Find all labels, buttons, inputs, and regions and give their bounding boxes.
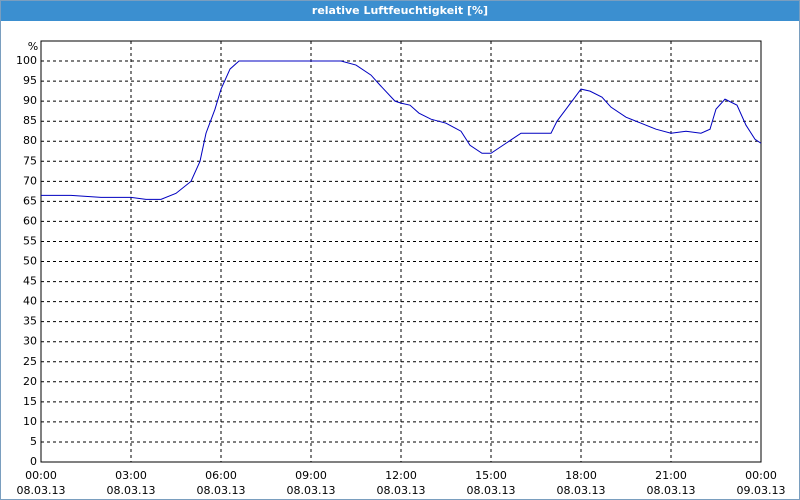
x-tick-label: 06:00 [205, 469, 237, 482]
x-tick-label: 15:00 [475, 469, 507, 482]
x-tick-date: 08.03.13 [287, 484, 336, 497]
y-tick-label: 0 [30, 455, 37, 468]
y-tick-label: 20 [23, 375, 37, 388]
y-tick-label: 85 [23, 114, 37, 127]
x-tick-label: 09:00 [295, 469, 327, 482]
y-tick-label: 5 [30, 435, 37, 448]
y-unit: % [28, 40, 38, 53]
x-tick-date: 08.03.13 [107, 484, 156, 497]
y-tick-label: 90 [23, 94, 37, 107]
x-tick-label: 12:00 [385, 469, 417, 482]
y-tick-label: 60 [23, 214, 37, 227]
title-bar: relative Luftfeuchtigkeit [%] [1, 1, 799, 21]
x-tick-date: 09.03.13 [737, 484, 786, 497]
y-tick-label: 30 [23, 335, 37, 348]
x-tick-label: 21:00 [655, 469, 687, 482]
x-tick-date: 08.03.13 [17, 484, 66, 497]
x-tick-label: 18:00 [565, 469, 597, 482]
x-tick-date: 08.03.13 [197, 484, 246, 497]
x-tick-date: 08.03.13 [557, 484, 606, 497]
y-tick-label: 40 [23, 295, 37, 308]
y-tick-label: 35 [23, 315, 37, 328]
x-tick-date: 08.03.13 [647, 484, 696, 497]
x-tick-date: 08.03.13 [377, 484, 426, 497]
y-tick-label: 10 [23, 415, 37, 428]
y-tick-label: 50 [23, 255, 37, 268]
chart-title: relative Luftfeuchtigkeit [%] [311, 4, 489, 17]
y-tick-label: 80 [23, 134, 37, 147]
line-series [41, 60, 762, 200]
x-tick-label: 03:00 [115, 469, 147, 482]
y-tick-label: 75 [23, 154, 37, 167]
x-tick-label: 00:00 [745, 469, 777, 482]
y-tick-label: 25 [23, 355, 37, 368]
y-tick-label: 45 [23, 275, 37, 288]
y-tick-label: 15 [23, 395, 37, 408]
y-tick-label: 70 [23, 174, 37, 187]
y-tick-label: 65 [23, 194, 37, 207]
x-tick-date: 08.03.13 [467, 484, 516, 497]
y-tick-label: 95 [23, 74, 37, 87]
y-tick-label: 100 [16, 54, 37, 67]
y-tick-label: 55 [23, 234, 37, 247]
x-tick-label: 00:00 [25, 469, 57, 482]
